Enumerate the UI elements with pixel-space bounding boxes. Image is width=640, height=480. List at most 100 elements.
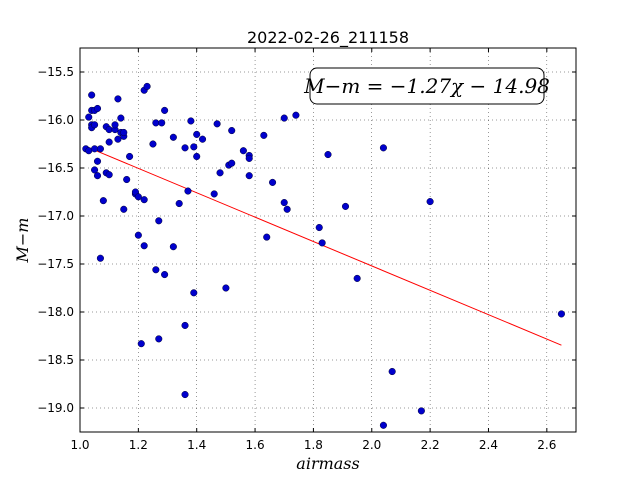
y-tick-label: −17.0 xyxy=(37,209,74,223)
data-point xyxy=(149,140,157,148)
y-tick-label: −16.0 xyxy=(37,113,74,127)
data-point xyxy=(426,198,434,206)
data-point xyxy=(280,199,288,207)
y-tick-label: −17.5 xyxy=(37,257,74,271)
axis-ticks xyxy=(79,48,576,432)
data-point xyxy=(324,151,332,159)
data-point xyxy=(140,242,148,250)
data-point xyxy=(184,187,192,195)
data-point xyxy=(341,202,350,210)
data-point xyxy=(181,391,189,399)
data-point xyxy=(315,223,323,232)
data-point xyxy=(117,114,125,122)
x-tick-label: 1.0 xyxy=(70,438,89,452)
data-point xyxy=(96,145,104,153)
data-point xyxy=(143,82,151,90)
data-point xyxy=(111,121,119,129)
data-point xyxy=(557,310,565,318)
data-point xyxy=(91,121,99,129)
data-point xyxy=(280,114,288,122)
equation-annotation: M−m = −1.27χ − 14.98 xyxy=(303,67,550,105)
data-point xyxy=(318,239,326,247)
data-point xyxy=(155,335,163,343)
x-tick-label: 1.2 xyxy=(129,438,148,452)
data-point xyxy=(222,284,230,292)
data-point xyxy=(114,135,122,143)
data-point xyxy=(187,117,195,125)
y-tick-label: −19.0 xyxy=(37,401,74,415)
data-point xyxy=(193,130,201,138)
annotation-text: M−m = −1.27χ − 14.98 xyxy=(303,74,550,98)
data-point xyxy=(137,340,145,348)
data-point xyxy=(190,143,198,151)
data-point xyxy=(181,321,189,329)
data-point xyxy=(263,233,271,241)
data-point xyxy=(105,171,113,179)
annotation-box xyxy=(309,67,545,105)
x-tick-label: 1.6 xyxy=(246,438,265,452)
data-point xyxy=(140,196,148,204)
x-tick-label: 2.0 xyxy=(362,438,381,452)
y-tick-label: −18.0 xyxy=(37,305,74,319)
data-point xyxy=(93,172,102,180)
data-point xyxy=(216,169,224,177)
data-point xyxy=(292,111,300,119)
x-tick-label: 2.4 xyxy=(479,438,498,452)
y-tick-label: −16.5 xyxy=(37,161,74,175)
data-point xyxy=(120,205,128,213)
data-point xyxy=(88,91,96,99)
y-tick-label: −15.5 xyxy=(37,65,74,79)
grid xyxy=(79,48,576,432)
data-point xyxy=(158,119,166,127)
data-point xyxy=(417,407,425,415)
data-point xyxy=(169,243,177,251)
data-point xyxy=(388,367,396,376)
data-point xyxy=(120,128,128,137)
chart-title: 2022-02-26_211158 xyxy=(247,28,409,48)
data-point xyxy=(169,133,177,141)
data-point xyxy=(152,266,160,274)
x-tick-label: 2.6 xyxy=(537,438,556,452)
points-group xyxy=(82,82,565,429)
data-point xyxy=(239,147,247,155)
data-point xyxy=(228,159,236,167)
data-point xyxy=(181,144,189,152)
x-tick-labels: 1.0 1.2 1.4 1.6 1.8 2.0 2.2 2.4 2.6 xyxy=(70,438,556,452)
y-tick-label: −18.5 xyxy=(37,353,74,367)
x-tick-label: 1.4 xyxy=(187,438,206,452)
data-point xyxy=(213,120,221,128)
plot-frame xyxy=(79,47,577,433)
data-point xyxy=(96,254,104,262)
data-point xyxy=(379,421,387,429)
data-point xyxy=(190,289,198,297)
data-point xyxy=(123,175,131,184)
data-point xyxy=(198,135,207,143)
data-point xyxy=(175,199,183,208)
data-point xyxy=(269,178,277,186)
data-point xyxy=(210,190,218,198)
data-point xyxy=(353,274,361,282)
data-point xyxy=(134,193,142,201)
x-axis-label: airmass xyxy=(296,454,359,473)
x-tick-label: 1.8 xyxy=(304,438,323,452)
data-point xyxy=(93,104,102,113)
data-point xyxy=(134,231,142,239)
data-point xyxy=(85,113,93,121)
data-point xyxy=(161,271,169,279)
data-point xyxy=(105,138,113,146)
x-tick-label: 2.2 xyxy=(421,438,440,452)
data-point xyxy=(245,172,253,180)
data-point xyxy=(260,131,268,139)
data-point xyxy=(193,152,201,161)
data-point xyxy=(91,166,99,174)
y-axis-label: M−m xyxy=(13,218,32,264)
data-point xyxy=(93,157,102,165)
data-point xyxy=(161,106,169,114)
data-point xyxy=(99,197,107,205)
data-point xyxy=(245,154,253,162)
data-point xyxy=(283,205,291,213)
data-point xyxy=(228,127,236,135)
data-point xyxy=(114,95,122,103)
data-point xyxy=(155,217,163,225)
